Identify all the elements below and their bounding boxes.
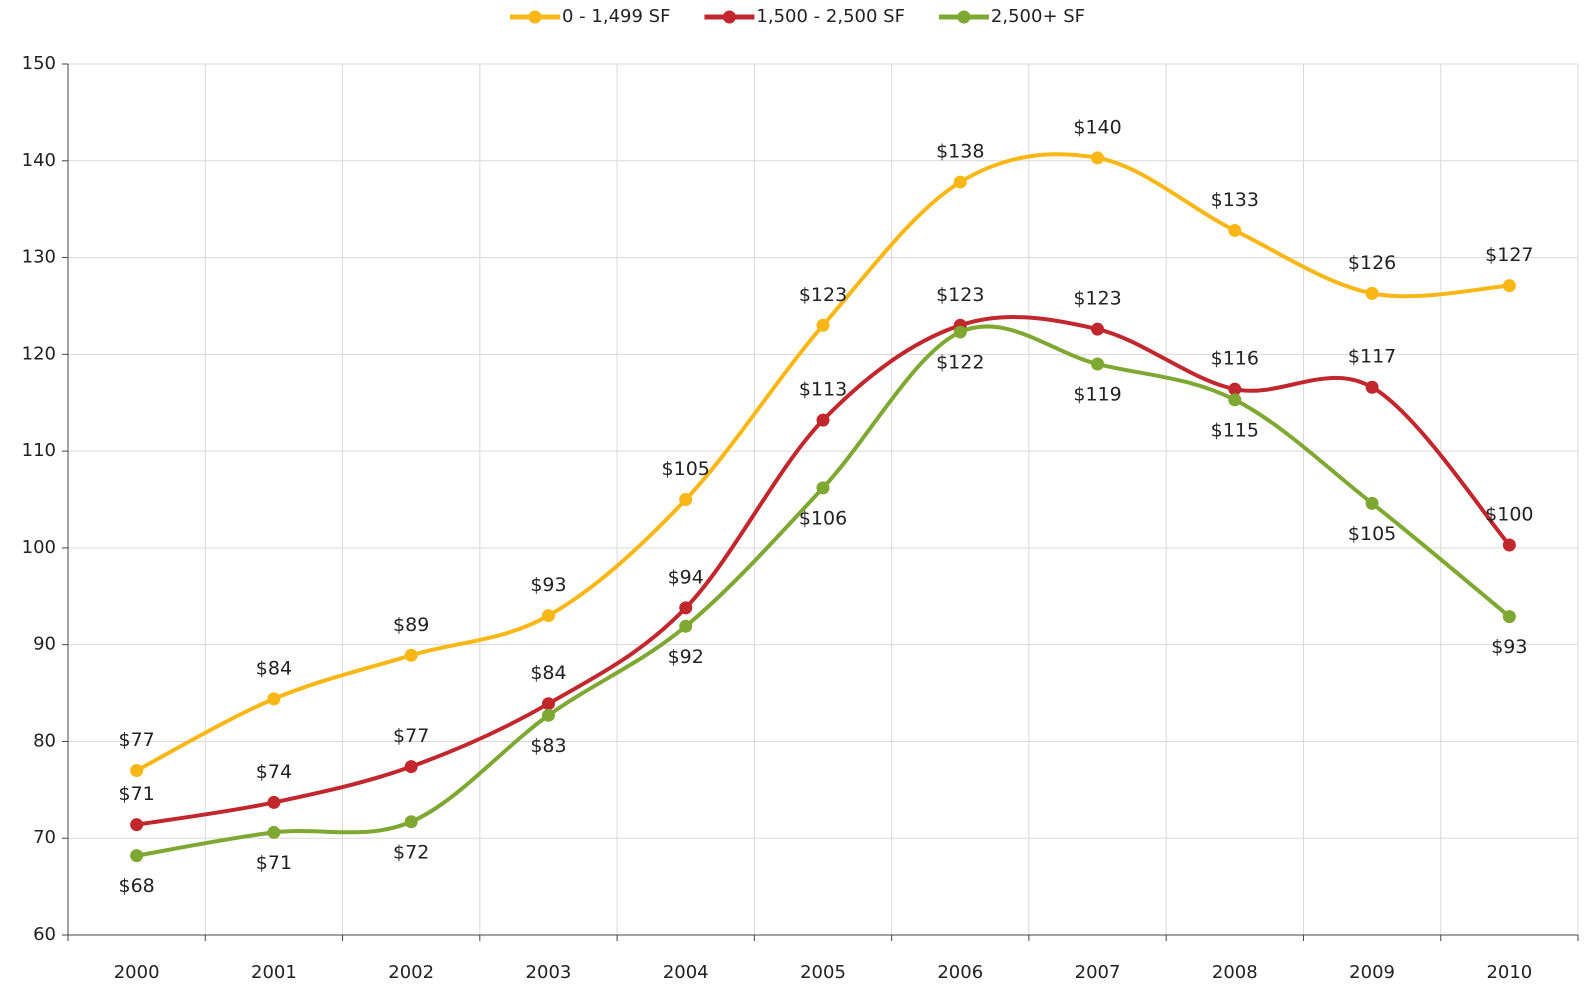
x-tick-label: 2004 bbox=[663, 962, 709, 983]
data-point bbox=[679, 601, 693, 615]
data-label: $93 bbox=[530, 574, 566, 596]
data-point bbox=[541, 609, 555, 623]
data-label: $106 bbox=[799, 507, 847, 529]
data-point bbox=[679, 619, 693, 633]
data-label: $92 bbox=[668, 646, 704, 668]
data-label: $77 bbox=[393, 725, 429, 747]
data-point bbox=[130, 818, 144, 832]
data-point bbox=[130, 763, 144, 777]
y-tick-label: 110 bbox=[22, 440, 56, 461]
data-label: $117 bbox=[1348, 346, 1396, 368]
data-label: $93 bbox=[1491, 636, 1527, 658]
y-tick-label: 80 bbox=[33, 730, 56, 751]
legend-label: 0 - 1,499 SF bbox=[562, 6, 670, 27]
x-tick-label: 2006 bbox=[937, 962, 983, 983]
x-tick-label: 2000 bbox=[114, 962, 160, 983]
data-point bbox=[1365, 496, 1379, 510]
legend-marker bbox=[528, 10, 542, 24]
data-point bbox=[1502, 610, 1516, 624]
legend-label: 1,500 - 2,500 SF bbox=[756, 6, 905, 27]
data-point bbox=[1365, 380, 1379, 394]
data-point bbox=[267, 825, 281, 839]
y-tick-label: 90 bbox=[33, 634, 56, 655]
y-tick-label: 120 bbox=[22, 343, 56, 364]
x-tick-label: 2005 bbox=[800, 962, 846, 983]
data-point bbox=[1228, 393, 1242, 407]
data-label: $77 bbox=[119, 729, 155, 751]
data-label: $113 bbox=[799, 379, 847, 401]
data-label: $74 bbox=[256, 761, 292, 783]
data-point bbox=[130, 849, 144, 863]
data-point bbox=[1091, 357, 1105, 371]
data-label: $71 bbox=[256, 852, 292, 874]
x-tick-label: 2003 bbox=[526, 962, 572, 983]
data-point bbox=[404, 648, 418, 662]
data-point bbox=[1228, 223, 1242, 237]
series: $71 $74 $77 $84 $94 $113 $123 $123 $116 $117 $100 bbox=[119, 284, 1534, 832]
data-point bbox=[679, 493, 693, 506]
data-point bbox=[953, 175, 967, 189]
y-tick-label: 60 bbox=[33, 924, 56, 945]
data-point bbox=[816, 413, 830, 427]
data-label: $83 bbox=[530, 735, 566, 757]
data-label: $126 bbox=[1348, 252, 1396, 274]
legend-marker bbox=[957, 10, 971, 24]
data-label: $140 bbox=[1073, 116, 1121, 138]
series-line bbox=[136, 324, 1511, 858]
data-label: $116 bbox=[1211, 348, 1259, 370]
y-tick-label: 150 bbox=[22, 53, 56, 74]
data-label: $133 bbox=[1211, 189, 1259, 211]
data-label: $105 bbox=[662, 458, 710, 480]
data-point bbox=[816, 481, 830, 495]
data-point bbox=[1502, 279, 1516, 293]
data-label: $71 bbox=[119, 783, 155, 805]
data-point bbox=[267, 795, 281, 809]
data-point bbox=[1091, 151, 1105, 165]
data-label: $123 bbox=[936, 284, 984, 306]
x-tick-label: 2008 bbox=[1212, 962, 1258, 983]
data-label: $138 bbox=[936, 141, 984, 163]
x-tick-label: 2002 bbox=[388, 962, 434, 983]
data-label: $84 bbox=[530, 662, 566, 684]
y-tick-label: 140 bbox=[22, 150, 56, 171]
data-label: $100 bbox=[1485, 503, 1533, 525]
data-point bbox=[541, 697, 555, 711]
x-tick-label: 2010 bbox=[1486, 962, 1532, 983]
data-label: $115 bbox=[1211, 419, 1259, 441]
data-label: $122 bbox=[936, 352, 984, 374]
data-point bbox=[1502, 538, 1516, 552]
data-point bbox=[541, 708, 555, 722]
data-point bbox=[816, 318, 830, 332]
data-point bbox=[404, 815, 418, 829]
data-label: $123 bbox=[1073, 288, 1121, 310]
data-label: $72 bbox=[393, 841, 429, 863]
data-label: $89 bbox=[393, 614, 429, 636]
data-point bbox=[1228, 382, 1242, 396]
series: $68 $71 $72 $83 $92 $106 $122 $119 $115 $105 $93 bbox=[119, 324, 1527, 897]
data-label: $84 bbox=[256, 657, 292, 679]
data-label: $68 bbox=[119, 875, 155, 897]
data-point bbox=[1091, 322, 1105, 336]
data-point bbox=[267, 692, 281, 706]
y-tick-label: 70 bbox=[33, 827, 56, 848]
data-label: $105 bbox=[1348, 523, 1396, 545]
data-point bbox=[953, 325, 967, 339]
y-tick-label: 100 bbox=[22, 537, 56, 558]
series: $77 $84 $89 $93 $105 $123 $138 $140 $133 $126 $127 bbox=[119, 116, 1534, 777]
x-tick-label: 2007 bbox=[1075, 962, 1121, 983]
data-label: $119 bbox=[1073, 384, 1121, 406]
x-tick-label: 2001 bbox=[251, 962, 297, 983]
legend-marker bbox=[722, 10, 736, 24]
legend: 0 - 1,499 SF 1,500 - 2,500 SF 2,500+ SF bbox=[510, 6, 1085, 27]
data-point bbox=[404, 760, 418, 774]
data-label: $94 bbox=[668, 566, 704, 588]
legend-label: 2,500+ SF bbox=[991, 6, 1085, 27]
x-tick-label: 2009 bbox=[1349, 962, 1395, 983]
data-label: $123 bbox=[799, 284, 847, 306]
data-point bbox=[1365, 286, 1379, 300]
y-tick-label: 130 bbox=[22, 247, 56, 268]
data-label: $127 bbox=[1485, 244, 1533, 266]
